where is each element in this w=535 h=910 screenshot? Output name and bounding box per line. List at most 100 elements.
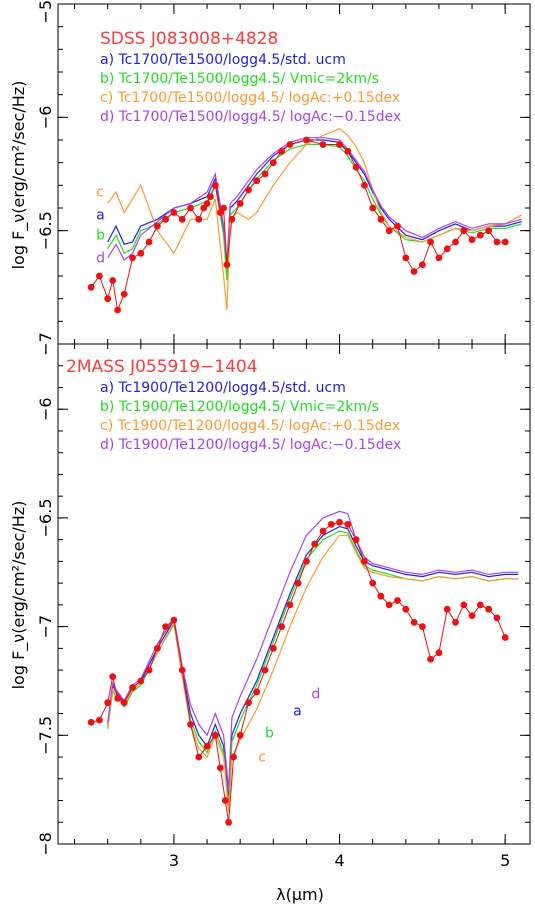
data-point bbox=[427, 238, 434, 246]
data-point bbox=[195, 753, 203, 761]
data-point bbox=[178, 215, 186, 223]
y-tick-label: −7 bbox=[36, 332, 55, 356]
data-point bbox=[377, 592, 385, 600]
y-axis-label: log F_ν(erg/cm²/sec/Hz) bbox=[9, 501, 29, 690]
y-tick-label: −5.5 bbox=[36, 0, 55, 23]
legend-entry: d) Tc1700/Te1500/logg4.5/ logAc:−0.15dex bbox=[100, 109, 401, 125]
series-line-b bbox=[107, 143, 522, 281]
data-point bbox=[443, 245, 451, 253]
panel-bottom: −6 −6.5 −7 −7.5 −8 3 4 5 2MASS J055919−1404 a)… bbox=[9, 343, 531, 904]
data-point bbox=[385, 601, 393, 609]
y-tick-label: −6.5 bbox=[36, 211, 55, 250]
data-point bbox=[203, 742, 211, 750]
curve-label: b bbox=[265, 725, 274, 741]
data-point bbox=[87, 283, 95, 291]
legend: a) Tc1700/Te1500/logg4.5/std. ucm b) Tc17… bbox=[100, 52, 401, 125]
x-ticks: 3 4 5 bbox=[74, 344, 510, 870]
data-point bbox=[319, 527, 327, 535]
data-point bbox=[211, 731, 219, 739]
data-point bbox=[269, 159, 277, 167]
data-point bbox=[443, 605, 451, 613]
series-line-a bbox=[107, 139, 522, 272]
data-point bbox=[344, 521, 352, 528]
data-point bbox=[114, 694, 121, 702]
data-point bbox=[170, 616, 178, 624]
y-tick-label: −6 bbox=[36, 106, 55, 130]
data-point bbox=[278, 623, 285, 630]
data-point bbox=[96, 272, 103, 280]
data-point bbox=[294, 579, 302, 587]
data-point bbox=[145, 238, 153, 246]
data-point bbox=[109, 277, 117, 284]
data-point bbox=[96, 716, 103, 724]
data-point bbox=[104, 699, 112, 707]
data-point bbox=[468, 612, 476, 620]
data-point bbox=[137, 249, 145, 257]
data-point bbox=[129, 684, 136, 691]
data-point bbox=[261, 170, 269, 178]
data-point bbox=[410, 268, 418, 275]
data-point bbox=[327, 521, 335, 528]
data-point bbox=[278, 147, 285, 155]
curve-label: c bbox=[258, 749, 266, 765]
data-point bbox=[207, 193, 214, 201]
data-point bbox=[230, 753, 238, 761]
data-point bbox=[154, 644, 161, 652]
data-point bbox=[303, 136, 310, 144]
data-point bbox=[253, 177, 261, 185]
data-point bbox=[427, 655, 434, 663]
series-group bbox=[87, 510, 519, 826]
series-line-c bbox=[107, 128, 522, 311]
data-point bbox=[162, 623, 170, 630]
data-point bbox=[419, 261, 426, 269]
legend-entry: a) Tc1900/Te1200/logg4.5/std. ucm bbox=[100, 380, 346, 396]
data-point bbox=[394, 222, 401, 230]
legend-entry: a) Tc1700/Te1500/logg4.5/std. ucm bbox=[100, 52, 346, 68]
data-point bbox=[286, 601, 294, 609]
x-tick-label: 3 bbox=[169, 851, 179, 870]
data-point bbox=[369, 204, 377, 212]
data-point bbox=[145, 666, 153, 674]
data-point bbox=[104, 295, 112, 303]
curve-label: d bbox=[311, 686, 320, 702]
y-ticks: −5.5 −6 −6.5 −7 bbox=[36, 0, 530, 356]
data-point bbox=[352, 536, 360, 544]
curve-label: d bbox=[96, 250, 105, 266]
data-point bbox=[402, 605, 410, 613]
data-point bbox=[221, 797, 229, 804]
series-line-d bbox=[107, 510, 519, 790]
data-point bbox=[225, 818, 233, 826]
data-point bbox=[311, 540, 319, 548]
series-line-observed bbox=[90, 521, 506, 823]
data-point bbox=[187, 204, 194, 212]
data-point bbox=[460, 601, 468, 609]
data-point bbox=[476, 231, 484, 239]
data-point bbox=[410, 618, 418, 626]
curve-label: a bbox=[293, 704, 302, 720]
data-point bbox=[223, 261, 231, 269]
data-point bbox=[87, 718, 95, 726]
data-point bbox=[228, 215, 236, 223]
curve-label: a bbox=[96, 207, 105, 223]
y-axis-label: log F_ν(erg/cm²/sec/Hz) bbox=[9, 81, 29, 270]
data-point bbox=[220, 204, 228, 212]
data-point bbox=[435, 649, 443, 657]
data-point bbox=[245, 699, 252, 707]
legend: a) Tc1900/Te1200/logg4.5/std. ucm b) Tc19… bbox=[100, 380, 401, 453]
data-point bbox=[402, 254, 410, 262]
y-tick-label: −8 bbox=[36, 832, 55, 856]
data-point bbox=[394, 597, 401, 604]
data-point bbox=[245, 186, 252, 194]
data-point bbox=[114, 306, 121, 314]
y-tick-label: −7.5 bbox=[36, 716, 55, 755]
data-point bbox=[170, 209, 178, 216]
data-point bbox=[435, 254, 443, 262]
data-point bbox=[120, 699, 128, 707]
series-group bbox=[87, 128, 522, 314]
data-point bbox=[129, 254, 136, 262]
curve-label: c bbox=[96, 185, 104, 201]
data-point bbox=[452, 238, 459, 246]
data-point bbox=[361, 181, 368, 189]
